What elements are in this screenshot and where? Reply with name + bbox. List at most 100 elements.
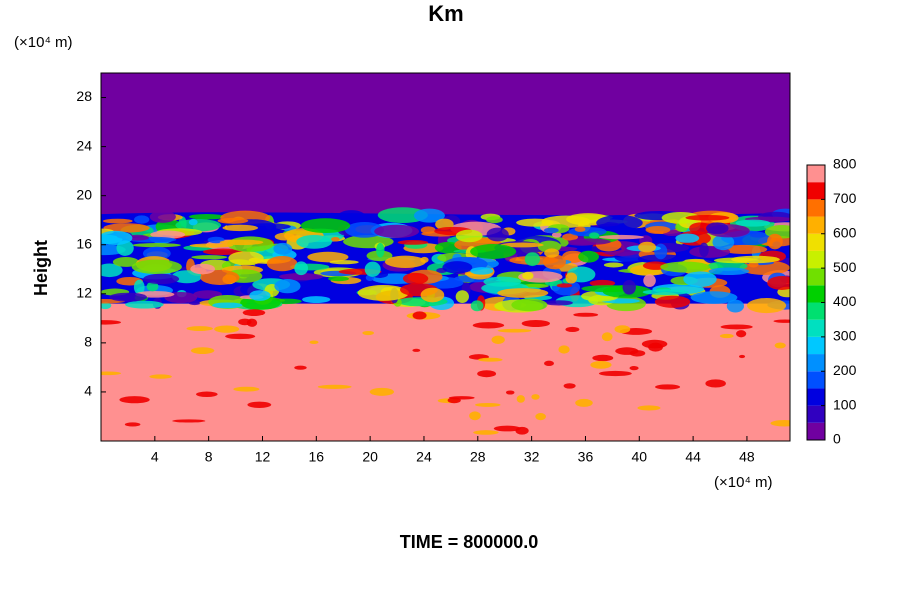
field-blob	[420, 256, 429, 263]
field-blob	[486, 216, 503, 224]
field-blob	[683, 271, 717, 288]
field-blob	[132, 243, 181, 248]
field-blob	[217, 217, 249, 224]
colorbar-tick-label: 600	[833, 224, 857, 240]
field-blob	[654, 295, 691, 308]
field-blob	[214, 325, 240, 333]
field-blob	[654, 243, 668, 260]
field-blob	[109, 292, 148, 302]
field-blob	[531, 394, 540, 400]
field-blob	[296, 235, 332, 249]
field-blob	[101, 230, 133, 245]
colorbar-segment	[807, 354, 825, 372]
colorbar-tick-label: 500	[833, 259, 857, 275]
field-blob	[274, 279, 301, 294]
field-blob	[590, 360, 612, 369]
colorbar-tick-label: 400	[833, 293, 857, 309]
field-blob	[478, 357, 503, 362]
field-blob	[225, 333, 256, 340]
field-blob	[675, 233, 700, 243]
field-blob	[497, 328, 532, 333]
field-blob	[648, 342, 663, 352]
field-blob	[731, 255, 780, 264]
field-blob	[486, 227, 509, 242]
field-blob	[773, 319, 790, 323]
field-blob	[133, 279, 145, 295]
field-blob	[143, 273, 180, 285]
field-blob	[200, 269, 240, 285]
field-blob	[273, 242, 293, 255]
colorbar-tick-label: 700	[833, 190, 857, 206]
field-blob	[638, 241, 657, 253]
field-blob	[497, 288, 549, 298]
field-blob	[556, 283, 573, 288]
field-blob	[317, 384, 352, 389]
y-unit-label: (×10⁴ m)	[14, 34, 73, 51]
x-tick-label: 48	[739, 449, 755, 465]
field-region	[101, 303, 790, 441]
x-tick-label: 32	[524, 449, 540, 465]
field-blob	[412, 311, 427, 320]
field-blob	[357, 285, 409, 301]
field-blob	[473, 430, 499, 435]
field-blob	[377, 207, 428, 223]
field-blob	[642, 289, 689, 295]
field-blob	[614, 325, 631, 334]
field-blob	[551, 232, 562, 238]
field-blob	[565, 272, 578, 284]
field-blob	[242, 309, 266, 317]
field-blob	[103, 223, 150, 233]
field-blob	[190, 263, 216, 275]
field-blob	[705, 379, 726, 388]
field-blob	[477, 370, 497, 378]
field-blob	[708, 267, 750, 276]
field-blob	[369, 387, 395, 396]
x-tick-label: 40	[631, 449, 647, 465]
field-blob	[516, 395, 525, 403]
field-blob	[596, 215, 643, 231]
field-blob	[522, 271, 534, 280]
colorbar-tick-label: 800	[833, 156, 857, 172]
colorbar-tick-label: 100	[833, 396, 857, 412]
field-blob	[124, 422, 141, 427]
field-blob	[770, 420, 790, 427]
field-blob	[562, 250, 585, 263]
field-blob	[376, 242, 385, 258]
field-blob	[193, 290, 223, 299]
field-blob	[660, 261, 710, 273]
field-blob	[101, 263, 123, 278]
field-blob	[300, 218, 351, 234]
field-blob	[171, 270, 202, 284]
field-blob	[189, 243, 234, 248]
field-blob	[469, 411, 481, 421]
field-blob	[500, 242, 544, 248]
y-tick-label: 24	[76, 137, 92, 153]
field-blob	[101, 302, 112, 310]
field-blob	[524, 252, 540, 267]
y-tick-label: 28	[76, 88, 92, 104]
chart-title: Km	[428, 1, 463, 26]
field-blob	[592, 354, 614, 362]
axes: 4 8 12 16 20 24 28 32 36 40 44 48481216202428010020…	[76, 72, 857, 465]
x-unit-label: (×10⁴ m)	[714, 474, 773, 491]
colorbar-segment	[807, 388, 825, 406]
field-blob	[685, 214, 730, 221]
field-blob	[542, 254, 566, 270]
field-blob	[470, 244, 517, 259]
field-blob	[544, 360, 554, 367]
field-blob	[397, 239, 429, 245]
field-blob	[573, 312, 599, 317]
field-blob	[699, 242, 709, 257]
field-blob	[219, 239, 264, 246]
x-tick-label: 12	[255, 449, 271, 465]
field-blob	[101, 371, 122, 376]
field-blob	[505, 390, 515, 395]
field-blob	[568, 226, 607, 237]
field-blob	[149, 374, 172, 379]
field-blob	[233, 386, 260, 392]
field-blob	[412, 348, 421, 352]
field-blob	[472, 322, 505, 329]
x-tick-label: 8	[205, 449, 213, 465]
field-blob	[603, 262, 624, 268]
